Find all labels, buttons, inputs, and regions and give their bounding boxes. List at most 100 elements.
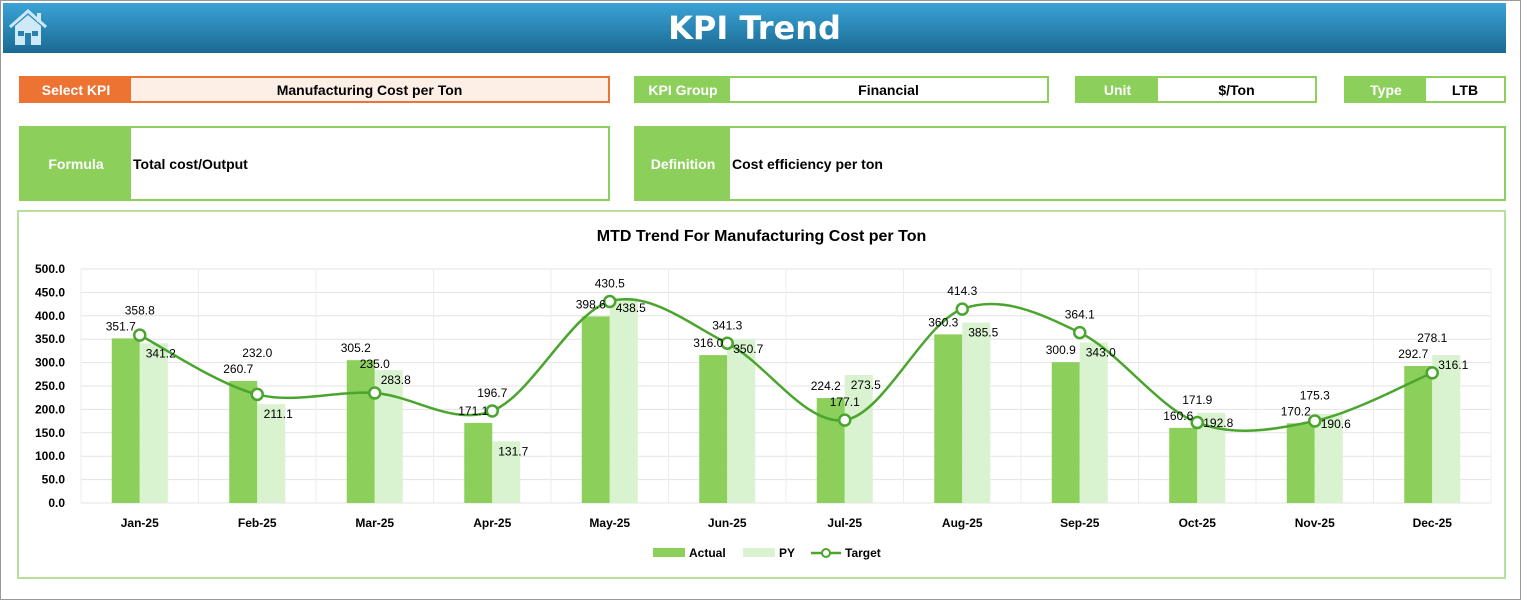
formula-value: Total cost/Output (131, 128, 608, 199)
target-data-label: 171.9 (1182, 393, 1212, 407)
definition-field: Definition Cost efficiency per ton (634, 126, 1506, 201)
x-tick-label: May-25 (589, 516, 630, 530)
legend-py-label: PY (779, 546, 795, 560)
x-tick-label: Nov-25 (1295, 516, 1335, 530)
target-data-label: 196.7 (477, 386, 507, 400)
y-tick-label: 50.0 (42, 473, 66, 487)
y-tick-label: 350.0 (35, 332, 65, 346)
target-data-label: 177.1 (830, 395, 860, 409)
actual-data-label: 292.7 (1398, 347, 1428, 361)
target-data-label: 175.3 (1300, 388, 1330, 402)
formula-label: Formula (21, 128, 131, 199)
kpi-group-field: KPI Group Financial (634, 76, 1049, 103)
home-icon[interactable] (7, 7, 49, 47)
py-bar (844, 375, 873, 503)
target-marker (720, 336, 734, 351)
py-data-label: 273.5 (851, 378, 881, 392)
target-marker (1425, 366, 1439, 380)
chart-title: MTD Trend For Manufacturing Cost per Ton (596, 228, 927, 245)
trend-chart: 0.0 50.0 100.0 150.0 200.0 250.0 300.0 350.0 400… (35, 262, 1492, 560)
target-marker (1308, 414, 1322, 428)
actual-data-label: 260.7 (223, 362, 253, 376)
kpi-group-label: KPI Group (636, 78, 730, 101)
py-data-label: 341.2 (146, 346, 176, 360)
actual-bar (1404, 366, 1433, 503)
py-data-label: 438.5 (616, 301, 646, 315)
py-bar (962, 322, 991, 503)
legend-target-label: Target (845, 546, 881, 560)
actual-data-label: 300.9 (1046, 343, 1076, 357)
actual-bar (346, 360, 375, 503)
actual-data-label: 160.6 (1163, 409, 1193, 423)
y-tick-label: 300.0 (35, 356, 65, 370)
x-tick-label: Oct-25 (1179, 516, 1217, 530)
target-data-label: 235.0 (360, 357, 390, 371)
actual-data-label: 170.2 (1281, 404, 1311, 418)
py-data-label: 385.5 (968, 326, 998, 340)
legend-py-swatch (743, 548, 775, 557)
py-bar (1314, 413, 1343, 503)
py-data-label: 190.6 (1321, 417, 1351, 431)
select-kpi-label: Select KPI (21, 78, 131, 101)
x-tick-label: Mar-25 (355, 516, 394, 530)
y-tick-label: 150.0 (35, 426, 65, 440)
actual-data-label: 360.3 (928, 315, 958, 329)
page-title: KPI Trend (668, 9, 841, 47)
py-data-label: 316.1 (1438, 358, 1468, 372)
actual-data-label: 305.2 (341, 341, 371, 355)
target-marker (838, 413, 852, 427)
py-bar (1432, 355, 1461, 503)
py-bar (727, 338, 756, 503)
legend-actual-swatch (653, 548, 685, 557)
formula-field: Formula Total cost/Output (19, 126, 610, 201)
unit-label: Unit (1077, 78, 1158, 101)
x-tick-label: Jul-25 (827, 516, 862, 530)
py-data-label: 343.0 (1086, 345, 1116, 359)
select-kpi-dropdown[interactable]: Manufacturing Cost per Ton (131, 78, 608, 101)
target-data-label: 341.3 (712, 318, 742, 332)
py-bar (609, 297, 638, 503)
target-data-label: 414.3 (947, 284, 977, 298)
legend-target-marker (821, 548, 831, 558)
target-data-label: 430.5 (595, 277, 625, 291)
target-marker (250, 387, 264, 402)
y-tick-label: 100.0 (35, 449, 65, 463)
actual-bar (699, 355, 728, 503)
chart-panel: MTD Trend For Manufacturing Cost per Ton… (17, 210, 1506, 579)
actual-bar (934, 334, 963, 503)
y-tick-label: 0.0 (48, 496, 65, 510)
unit-field: Unit $/Ton (1075, 76, 1317, 103)
target-marker (133, 328, 147, 342)
x-tick-label: Feb-25 (238, 516, 277, 530)
actual-bar (1169, 427, 1198, 503)
actual-bar (464, 422, 493, 503)
py-data-label: 211.1 (264, 407, 293, 421)
definition-label: Definition (636, 128, 730, 199)
py-bar (1079, 342, 1108, 503)
actual-bar (111, 338, 140, 503)
target-data-label: 278.1 (1417, 331, 1447, 345)
py-bar (257, 404, 286, 503)
type-field: Type LTB (1344, 76, 1506, 103)
py-data-label: 192.8 (1203, 416, 1233, 430)
definition-value: Cost efficiency per ton (730, 128, 1504, 199)
actual-data-label: 171.1 (458, 404, 488, 418)
select-kpi-field[interactable]: Select KPI Manufacturing Cost per Ton (19, 76, 610, 103)
target-marker (368, 386, 382, 400)
y-tick-label: 500.0 (35, 262, 65, 276)
y-tick-label: 200.0 (35, 402, 65, 416)
py-data-label: 350.7 (733, 342, 763, 356)
kpi-group-value: Financial (730, 78, 1047, 101)
y-tick-label: 400.0 (35, 309, 65, 323)
actual-bar (581, 316, 610, 503)
actual-bar (1051, 362, 1080, 503)
actual-data-label: 224.2 (811, 379, 841, 393)
target-marker (485, 404, 499, 418)
target-data-label: 358.8 (125, 303, 155, 317)
type-label: Type (1346, 78, 1426, 101)
target-data-label: 364.1 (1065, 308, 1095, 322)
actual-bar (816, 398, 845, 503)
legend-actual-label: Actual (689, 546, 726, 560)
py-bar (492, 441, 521, 503)
target-marker (603, 294, 617, 309)
